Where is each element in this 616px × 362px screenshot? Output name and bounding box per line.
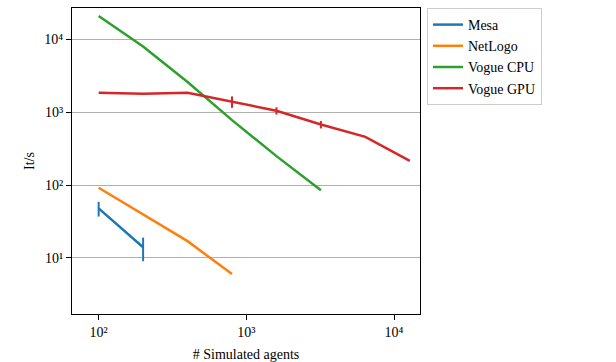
svg-text:10²: 10² xyxy=(45,178,63,193)
svg-text:NetLogo: NetLogo xyxy=(468,39,518,54)
svg-text:Mesa: Mesa xyxy=(468,18,499,33)
svg-text:Vogue CPU: Vogue CPU xyxy=(468,60,534,75)
svg-text:# Simulated agents: # Simulated agents xyxy=(193,347,300,362)
svg-text:Vogue GPU: Vogue GPU xyxy=(468,82,535,97)
svg-text:10⁴: 10⁴ xyxy=(44,32,63,47)
svg-text:10²: 10² xyxy=(90,325,108,340)
svg-text:It/s: It/s xyxy=(22,152,37,170)
svg-text:10¹: 10¹ xyxy=(45,251,63,266)
svg-text:10³: 10³ xyxy=(45,105,63,120)
svg-text:10³: 10³ xyxy=(237,325,255,340)
svg-text:10⁴: 10⁴ xyxy=(385,325,404,340)
